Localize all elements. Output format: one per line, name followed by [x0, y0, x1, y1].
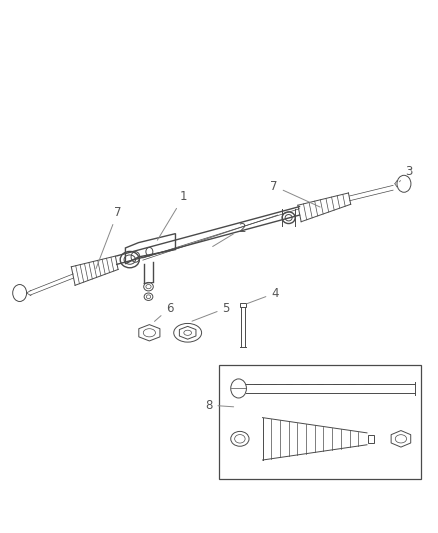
Text: 1: 1 — [157, 190, 187, 240]
Text: 7: 7 — [270, 180, 320, 207]
Bar — [219, 365, 421, 479]
Text: 4: 4 — [247, 287, 279, 304]
Text: 5: 5 — [192, 302, 230, 321]
Text: 3: 3 — [399, 165, 413, 182]
Text: 7: 7 — [96, 206, 121, 269]
Text: 8: 8 — [205, 399, 233, 411]
Text: 2: 2 — [213, 222, 246, 246]
Bar — [240, 303, 246, 308]
Text: 6: 6 — [155, 302, 173, 321]
Bar — [368, 435, 374, 442]
